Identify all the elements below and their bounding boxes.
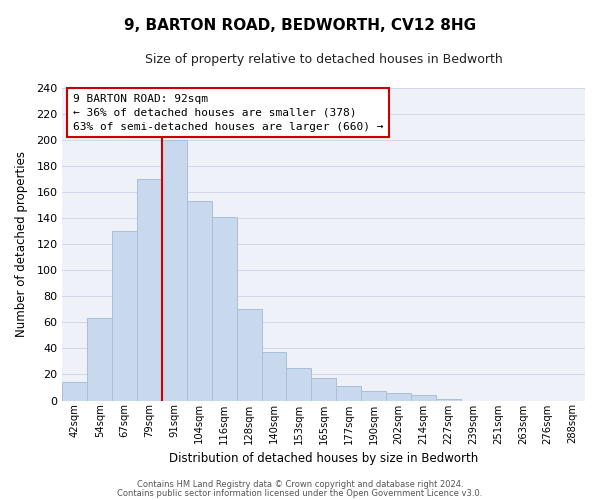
Bar [286, 368, 311, 400]
Bar [212, 216, 236, 400]
Title: Size of property relative to detached houses in Bedworth: Size of property relative to detached ho… [145, 52, 503, 66]
Bar [336, 386, 361, 400]
Text: Contains public sector information licensed under the Open Government Licence v3: Contains public sector information licen… [118, 488, 482, 498]
Bar [311, 378, 336, 400]
Text: 9 BARTON ROAD: 92sqm
← 36% of detached houses are smaller (378)
63% of semi-deta: 9 BARTON ROAD: 92sqm ← 36% of detached h… [73, 94, 383, 132]
Bar [162, 140, 187, 400]
Bar [236, 309, 262, 400]
Bar [262, 352, 286, 401]
Bar [411, 396, 436, 400]
Bar [436, 399, 461, 400]
Bar [361, 392, 386, 400]
Text: 9, BARTON ROAD, BEDWORTH, CV12 8HG: 9, BARTON ROAD, BEDWORTH, CV12 8HG [124, 18, 476, 32]
Text: Contains HM Land Registry data © Crown copyright and database right 2024.: Contains HM Land Registry data © Crown c… [137, 480, 463, 489]
Bar [386, 392, 411, 400]
Bar [112, 231, 137, 400]
X-axis label: Distribution of detached houses by size in Bedworth: Distribution of detached houses by size … [169, 452, 478, 465]
Bar [88, 318, 112, 400]
Y-axis label: Number of detached properties: Number of detached properties [15, 151, 28, 337]
Bar [187, 201, 212, 400]
Bar [137, 179, 162, 400]
Bar [62, 382, 88, 400]
